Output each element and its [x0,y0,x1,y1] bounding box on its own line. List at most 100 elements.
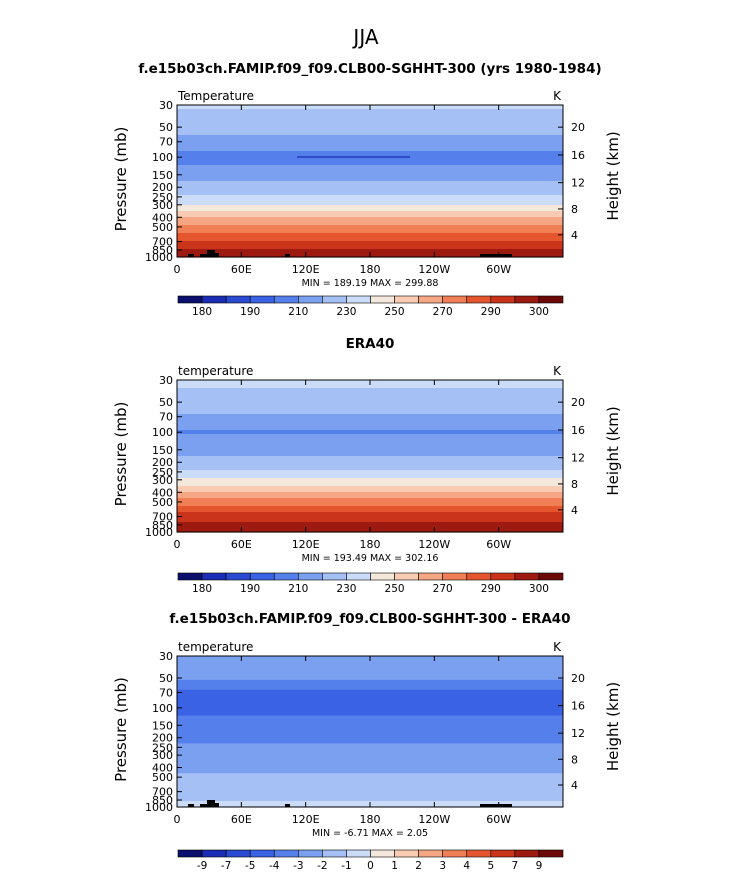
field-band [177,406,563,409]
y-tick-label: 150 [152,169,173,182]
field-band [177,219,563,222]
field-band [177,709,563,713]
field-band [177,163,563,166]
panel-title: f.e15b03ch.FAMIP.f09_f09.CLB00-SGHHT-300… [169,611,570,627]
colorbar-swatch [394,849,419,858]
colorbar: -9 -7 -5 -4 -3 -2 -1 0 1 2 3 4 5 7 9 [177,849,564,872]
field-band [177,793,563,796]
y-tick-label: 150 [152,444,173,457]
field-band [177,392,563,395]
colorbar-swatch [538,572,564,581]
y-tick-label: 50 [159,121,173,134]
variable-label: temperature [178,640,253,654]
field-band [177,765,563,768]
field-band [177,472,563,475]
field-band [177,113,563,116]
field-band [177,243,563,246]
field-band [177,177,563,180]
field-band [177,771,563,774]
colorbar-label: -9 [197,860,207,872]
field-band [177,432,563,435]
field-band [177,225,563,228]
units-label: K [553,89,562,103]
field-band [177,510,563,513]
field-band [177,217,563,220]
colorbar-swatch [298,849,323,858]
field-band [177,109,563,112]
x-tick-label: 60E [231,538,252,551]
field-band [177,121,563,124]
y-tick-label: 100 [152,151,173,164]
field-band [177,169,563,172]
y-tick-label: 500 [152,771,173,784]
colorbar-label: 210 [288,306,308,318]
colorbar-swatch [370,295,395,304]
y-tick-label: 200 [152,456,173,469]
field-band [177,490,563,493]
field-band [177,185,563,188]
colorbar-label: -5 [245,860,255,872]
y-axis-label-right: Height (km) [604,682,622,771]
x-tick-label: 0 [174,263,181,276]
variable-label: Temperature [177,89,254,103]
x-tick-label: 180 [360,813,381,826]
field-band [177,147,563,150]
colorbar-label: 180 [192,583,212,595]
field-band [177,239,563,242]
colorbar-label: 9 [536,860,543,872]
y-right-tick-label: 20 [571,396,585,409]
field-band [177,211,563,214]
field-band [177,791,563,794]
field-band [177,400,563,403]
field-band [177,514,563,517]
colorbar-swatch [298,572,323,581]
field-band [177,167,563,170]
field-band [177,518,563,521]
field-band [177,388,563,391]
field-band [177,183,563,186]
field-band [177,394,563,397]
field-band [177,797,563,800]
colorbar-label: 7 [512,860,519,872]
colorbar-label: 300 [529,306,549,318]
y-right-tick-label: 12 [571,452,585,465]
y-tick-label: 300 [152,474,173,487]
colorbar-swatch [322,572,347,581]
field-band [177,450,563,453]
colorbar-label: 3 [439,860,446,872]
field-band [177,478,563,481]
field-band [177,512,563,515]
field-band [177,410,563,413]
topography-mark [480,804,512,807]
colorbar-swatch [273,295,299,304]
field-band [177,524,563,527]
y-right-tick-label: 8 [571,753,578,766]
x-tick-label: 180 [360,538,381,551]
colorbar-label: 4 [463,860,470,872]
field-band [177,398,563,401]
field-band [177,749,563,752]
field-band [177,205,563,208]
colorbar-swatch [490,849,516,858]
y-right-tick-label: 20 [571,121,585,134]
field-band [177,446,563,449]
x-tick-label: 60W [486,263,511,276]
y-right-tick-label: 4 [571,779,578,792]
colorbar-swatch [201,295,227,304]
x-tick-label: 120W [418,813,450,826]
field-band [177,408,563,411]
field-band [177,199,563,202]
field-band [177,683,563,687]
field-band [177,470,563,473]
field-band [177,448,563,451]
field-band [177,755,563,758]
field-band [177,386,563,389]
x-tick-label: 60E [231,813,252,826]
field-band [177,681,563,685]
field-band [177,729,563,733]
colorbar-label: 250 [385,583,405,595]
colorbar-swatch [177,295,203,304]
y-right-tick-label: 8 [571,203,578,216]
y-tick-label: 500 [152,496,173,509]
y-tick-label: 850 [152,244,173,257]
